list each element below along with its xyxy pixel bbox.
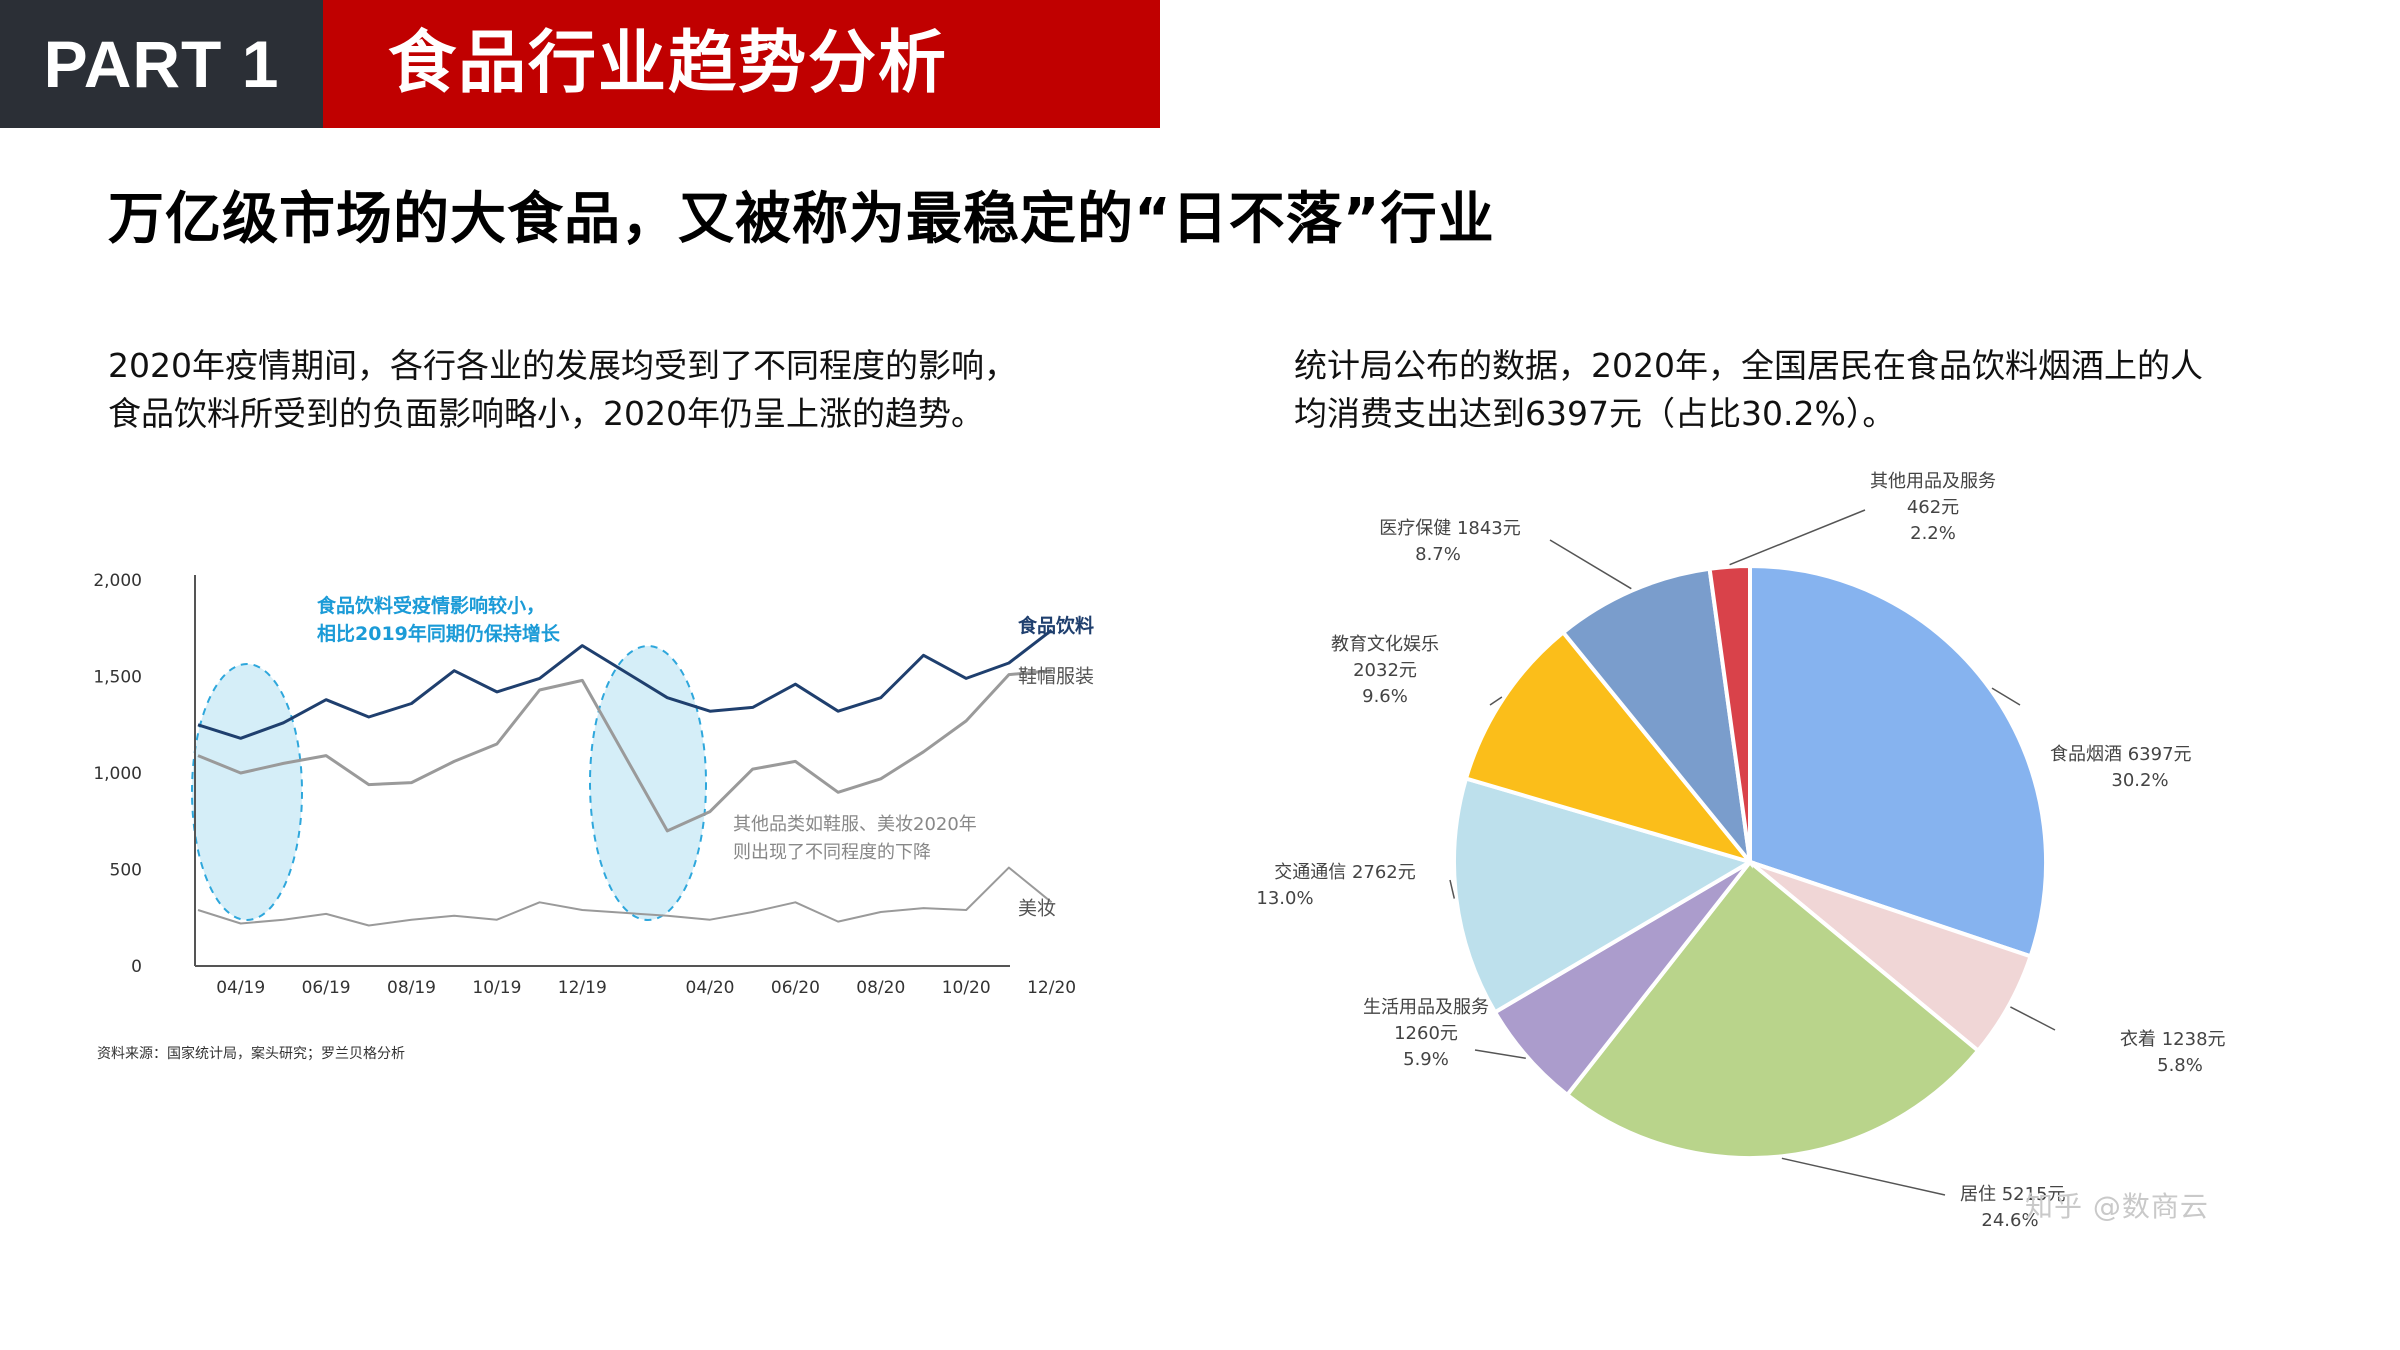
x-tick-label: 10/19 [472, 978, 521, 998]
x-tick-label: 04/20 [686, 978, 735, 998]
pie-label: 食品烟酒 6397元 [2050, 744, 2192, 765]
source-note: 资料来源：国家统计局，案头研究；罗兰贝格分析 [97, 1046, 405, 1062]
pie-leader-line [1474, 1049, 1526, 1060]
pie-label: 教育文化娱乐 [1331, 634, 1439, 655]
x-tick-label: 10/20 [942, 978, 991, 998]
pie-chart: 食品烟酒 6397元 30.2% 衣着 1238元 5.8% 居住 5215元 24.6%… [1256, 471, 2226, 1231]
annotation-line: 则出现了不同程度的下降 [733, 842, 931, 863]
pie-label: 1260元 [1394, 1023, 1458, 1044]
x-tick-label: 04/19 [216, 978, 265, 998]
x-tick-label: 12/20 [1027, 978, 1076, 998]
x-tick-label: 12/19 [558, 978, 607, 998]
pie-label: 衣着 1238元 [2120, 1029, 2226, 1050]
annotation-line: 相比2019年同期仍保持增长 [317, 622, 561, 645]
pie-label: 9.6% [1362, 686, 1408, 707]
pie-leader-line [1549, 539, 1632, 590]
pie-label: 生活用品及服务 [1363, 997, 1489, 1018]
pie-slice [1564, 859, 1981, 1161]
y-tick-label: 2,000 [93, 571, 142, 591]
left-paragraph-line1: 2020年疫情期间，各行各业的发展均受到了不同程度的影响， [108, 346, 1017, 385]
y-tick-label: 1,000 [93, 764, 142, 784]
pie-leader-line [1781, 1157, 1946, 1196]
pie-label: 2.2% [1910, 523, 1956, 544]
section-title: 食品行业趋势分析 [323, 0, 1160, 128]
pie-label: 交通通信 2762元 [1274, 862, 1416, 883]
pie-label: 5.8% [2157, 1055, 2203, 1076]
series-line-1 [197, 629, 1053, 740]
pie-label: 医疗保健 1843元 [1379, 518, 1521, 539]
y-tick-label: 500 [110, 861, 142, 881]
highlight-ellipse-2019 [191, 663, 303, 921]
pie-slice [1463, 629, 1756, 866]
watermark: 知乎 @数商云 [2025, 1190, 2209, 1223]
pie-leader-line [1729, 509, 1866, 566]
y-tick-label: 1,500 [93, 668, 142, 688]
pie-leader-line [1449, 879, 1456, 899]
x-tick-label: 06/19 [302, 978, 351, 998]
highlight-ellipse-2020 [589, 645, 707, 921]
left-paragraph: 2020年疫情期间，各行各业的发展均受到了不同程度的影响， 食品饮料所受到的负面… [108, 342, 1017, 438]
pie-label: 30.2% [2111, 770, 2168, 791]
pie-slice [1560, 566, 1753, 869]
pie-leader-line [1489, 696, 1503, 706]
page-subtitle: 万亿级市场的大食品，又被称为最稳定的“日不落”行业 [108, 187, 1495, 252]
pie-slice [1707, 563, 1752, 863]
part-label: PART 1 [0, 0, 323, 128]
right-paragraph-line1: 统计局公布的数据，2020年，全国居民在食品饮料烟酒上的人 [1294, 346, 2203, 385]
series-line-2 [197, 669, 1052, 833]
series-label: 鞋帽服装 [1018, 666, 1094, 688]
x-tick-label: 08/20 [856, 978, 905, 998]
right-paragraph: 统计局公布的数据，2020年，全国居民在食品饮料烟酒上的人 均消费支出达到639… [1294, 342, 2203, 438]
pie-label: 8.7% [1415, 544, 1461, 565]
line-chart: 2,000 1,500 1,000 500 0 04/19 06/19 08/19 10/19 1… [93, 571, 1094, 998]
x-tick-label: 08/19 [387, 978, 436, 998]
series-label: 食品饮料 [1018, 614, 1094, 637]
pie-leader-line [2010, 1006, 2056, 1031]
annotation-line: 食品饮料受疫情影响较小， [317, 594, 545, 617]
pie-label: 462元 [1907, 497, 1959, 518]
left-paragraph-line2: 食品饮料所受到的负面影响略小，2020年仍呈上涨的趋势。 [108, 394, 984, 433]
pie-label: 居住 5215元 [1960, 1184, 2066, 1205]
x-tick-label: 06/20 [771, 978, 820, 998]
pie-label: 5.9% [1403, 1049, 1449, 1070]
series-label: 美妆 [1018, 897, 1056, 919]
pie-label: 其他用品及服务 [1870, 471, 1996, 492]
pie-label: 13.0% [1256, 888, 1313, 909]
pie-label: 2032元 [1353, 660, 1417, 681]
pie-leader-line [1991, 687, 2021, 706]
series-line-3 [197, 866, 1053, 927]
annotation-line: 其他品类如鞋服、美妆2020年 [733, 814, 977, 835]
pie-slice [1452, 776, 1755, 1015]
pie-slice [1748, 563, 2049, 959]
right-paragraph-line2: 均消费支出达到6397元（占比30.2%）。 [1294, 394, 1896, 433]
pie-label: 24.6% [1981, 1210, 2038, 1231]
y-tick-label: 0 [131, 957, 142, 977]
